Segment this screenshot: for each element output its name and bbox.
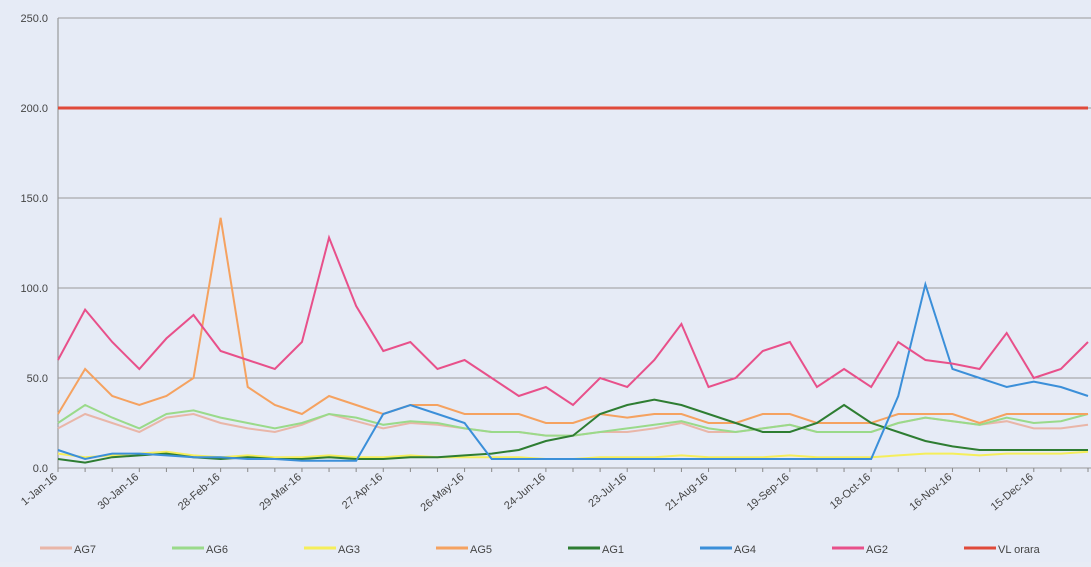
legend-label: AG5: [470, 544, 492, 556]
legend-label: AG7: [74, 544, 96, 556]
series-line: [57, 234, 1089, 407]
y-tick-label: 0.0: [33, 463, 48, 475]
series-line: [57, 217, 1088, 425]
legend-label: AG1: [602, 544, 624, 556]
y-tick-label: 250.0: [20, 13, 48, 25]
y-tick-label: 150.0: [20, 193, 48, 205]
y-tick-label: 200.0: [20, 103, 48, 115]
series-line: [57, 280, 1089, 462]
y-tick-label: 100.0: [20, 283, 48, 295]
legend-label: AG6: [206, 544, 228, 556]
y-tick-label: 50.0: [27, 373, 48, 385]
legend-label: AG4: [734, 544, 756, 556]
legend-label: AG2: [866, 544, 888, 556]
legend-label: VL orara: [998, 544, 1041, 556]
legend-label: AG3: [338, 544, 360, 556]
